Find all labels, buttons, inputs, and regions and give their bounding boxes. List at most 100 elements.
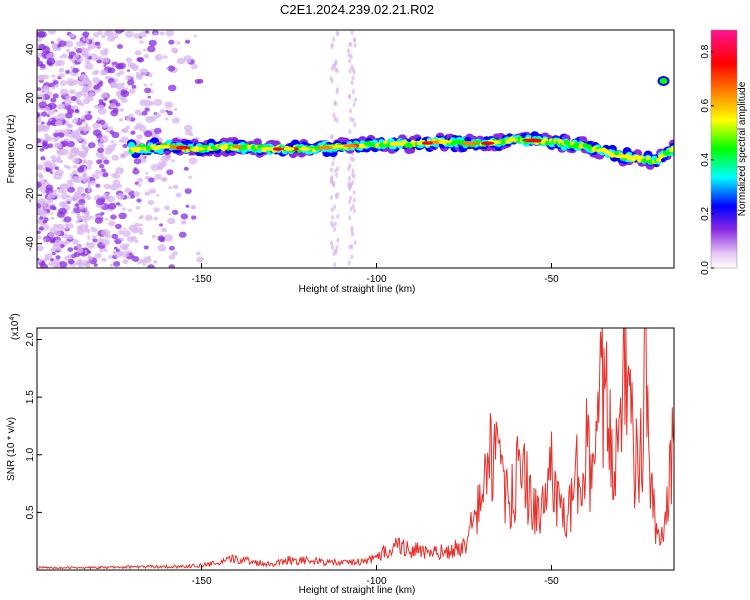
heatmap-speckle <box>196 256 204 263</box>
heatmap-speckle <box>133 191 141 197</box>
heatmap-speckle <box>93 263 98 267</box>
heatmap-speckle <box>53 230 61 236</box>
heatmap-streak <box>352 189 356 195</box>
heatmap-streak <box>85 206 89 212</box>
heatmap-streak <box>85 110 89 116</box>
heatmap-hotspot <box>595 148 606 153</box>
heatmap-speckle <box>144 130 153 138</box>
heatmap-speckle <box>39 147 45 152</box>
heatmap-speckle <box>99 164 105 169</box>
heatmap-speckle <box>153 259 158 264</box>
heatmap-speckle <box>64 40 74 48</box>
x-tick-label: -50 <box>544 274 559 285</box>
heatmap-hotspot <box>506 138 519 142</box>
heatmap-speckle <box>66 165 72 170</box>
heatmap-speckle <box>154 113 161 119</box>
heatmap-speckle <box>141 110 148 116</box>
heatmap-speckle <box>48 232 54 238</box>
x-tick-label: -100 <box>366 274 386 285</box>
heatmap-streak <box>348 129 352 135</box>
heatmap-speckle <box>53 207 57 210</box>
heatmap-speckle <box>76 186 85 193</box>
heatmap-speckle <box>101 257 107 262</box>
heatmap-speckle <box>64 183 71 189</box>
heatmap-speckle <box>37 30 46 39</box>
heatmap-speckle <box>37 37 43 42</box>
heatmap-streak <box>333 221 337 227</box>
heatmap-speckle <box>139 223 144 227</box>
heatmap-speckle <box>100 92 109 100</box>
heatmap-streak <box>331 161 335 167</box>
heatmap-speckle <box>164 234 174 242</box>
x-tick-label: -50 <box>544 576 559 587</box>
heatmap-hotspot <box>421 141 433 145</box>
snr-ticks: -150 -100 -50 0.5 1.0 1.5 2.0 <box>25 332 559 587</box>
heatmap-streak <box>87 263 91 268</box>
heatmap-speckle <box>164 117 169 121</box>
heatmap-speckle <box>183 166 189 171</box>
heatmap-speckle <box>37 207 42 214</box>
heatmap-speckle <box>109 263 114 267</box>
heatmap-speckle <box>185 204 190 208</box>
heatmap-hotspot <box>154 145 164 149</box>
heatmap-speckle <box>81 82 87 87</box>
heatmap-hotspot <box>217 145 229 150</box>
heatmap-speckle <box>45 184 54 191</box>
heatmap-speckle <box>131 256 140 262</box>
heatmap-streak <box>81 204 85 210</box>
heatmap-speckle <box>92 122 101 129</box>
heatmap-speckle <box>37 218 44 224</box>
heatmap-speckle <box>127 79 135 86</box>
heatmap-speckle <box>165 109 169 113</box>
heatmap-speckle <box>136 57 143 62</box>
colorbar-frame <box>710 29 738 269</box>
heatmap-speckle <box>143 99 152 107</box>
heatmap-speckle <box>109 102 117 109</box>
heatmap-streak <box>353 42 357 48</box>
heatmap-streak <box>81 46 85 52</box>
heatmap-speckle <box>108 220 116 227</box>
heatmap-streak <box>350 254 354 260</box>
heatmap-speckle <box>118 251 123 255</box>
heatmap-streak <box>350 30 354 36</box>
heatmap-speckle <box>150 90 154 94</box>
heatmap-ridge-cell <box>645 155 651 161</box>
heatmap-streak <box>84 55 88 61</box>
heatmap-speckle <box>54 239 63 246</box>
heatmap-speckle <box>153 98 163 106</box>
heatmap-hotspot <box>272 147 283 151</box>
heatmap-speckle <box>75 47 83 54</box>
heatmap-speckle <box>101 34 106 39</box>
heatmap-speckle <box>154 54 163 61</box>
heatmap-speckle <box>68 55 74 60</box>
heatmap-streak <box>347 52 351 58</box>
heatmap-speckle <box>188 175 193 179</box>
heatmap-speckle <box>94 169 102 175</box>
heatmap-speckle <box>168 264 176 268</box>
heatmap-speckle <box>139 31 147 38</box>
heatmap-speckle <box>56 150 64 156</box>
heatmap-streak <box>84 93 88 99</box>
heatmap-speckle <box>56 155 61 160</box>
heatmap-speckle <box>115 248 120 252</box>
heatmap-speckle <box>66 234 74 240</box>
heatmap-streak <box>335 68 339 74</box>
spectrogram-frame <box>36 29 675 269</box>
heatmap-speckle <box>77 126 84 131</box>
heatmap-streak <box>86 96 90 102</box>
heatmap-speckle <box>88 142 96 149</box>
heatmap-streak <box>349 116 353 122</box>
heatmap-streak <box>332 251 336 257</box>
spectrogram-panel: -150 -100 -50 -40 -20 0 20 40 Height of straigh… <box>6 29 675 295</box>
heatmap-speckle <box>64 132 70 137</box>
heatmap-streak <box>333 204 337 210</box>
heatmap-speckle <box>67 247 74 252</box>
heatmap-speckle <box>128 113 134 118</box>
heatmap-speckle <box>149 83 153 86</box>
heatmap-speckle <box>125 74 132 81</box>
heatmap-speckle <box>58 73 65 78</box>
heatmap-speckle <box>94 217 103 224</box>
heatmap-speckle <box>147 255 151 259</box>
heatmap-speckle <box>55 169 64 177</box>
